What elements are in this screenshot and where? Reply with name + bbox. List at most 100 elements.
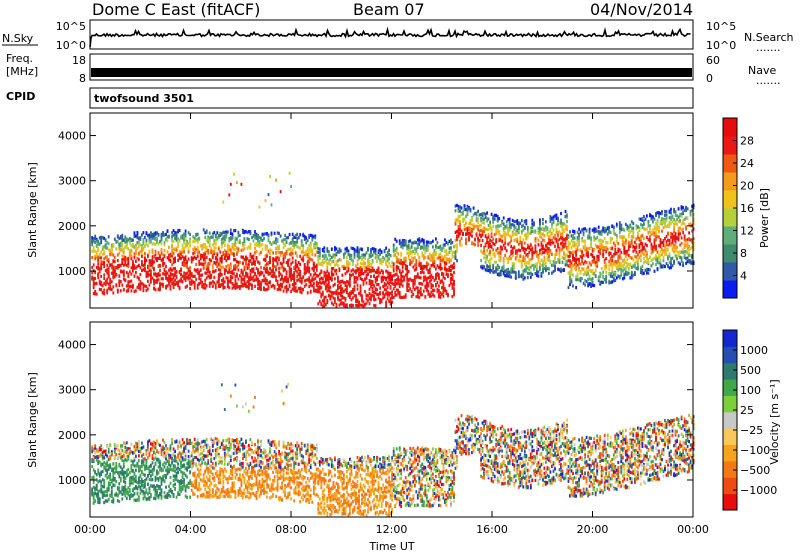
data-cell <box>427 276 430 280</box>
data-cell <box>612 262 615 266</box>
data-cell <box>499 272 502 277</box>
data-cell <box>198 250 201 254</box>
data-cell <box>584 278 586 283</box>
data-cell <box>308 244 311 248</box>
data-cell <box>165 273 167 277</box>
data-cell <box>377 292 380 296</box>
data-cell <box>109 253 112 257</box>
data-cell <box>113 265 116 270</box>
data-cell <box>92 249 95 253</box>
data-cell <box>456 259 458 263</box>
data-cell <box>100 267 103 271</box>
data-cell <box>326 262 329 266</box>
data-cell <box>293 275 296 279</box>
data-cell <box>463 217 466 221</box>
data-cell <box>525 234 528 238</box>
data-cell <box>335 304 338 308</box>
data-cell <box>330 267 333 271</box>
data-cell <box>641 251 644 255</box>
data-cell <box>554 237 556 241</box>
data-cell <box>239 285 241 289</box>
data-cell <box>246 284 249 288</box>
data-cell <box>611 271 614 275</box>
data-cell <box>608 230 611 234</box>
data-cell <box>615 260 618 264</box>
data-cell <box>498 251 501 255</box>
data-cell <box>478 213 481 217</box>
data-cell <box>92 282 95 286</box>
data-cell <box>471 234 473 238</box>
data-cell <box>460 206 463 210</box>
data-cell <box>352 259 354 263</box>
data-cell <box>373 295 375 299</box>
data-cell <box>617 247 620 251</box>
data-cell <box>278 231 280 235</box>
data-cell <box>156 278 158 282</box>
data-cell <box>569 259 571 263</box>
data-cell <box>566 225 568 229</box>
data-cell <box>528 232 531 236</box>
data-cell <box>284 233 286 237</box>
data-cell <box>513 224 516 228</box>
data-cell <box>347 252 350 257</box>
data-cell <box>151 265 154 269</box>
data-cell <box>160 248 163 252</box>
data-cell <box>419 266 422 270</box>
data-cell <box>192 248 195 252</box>
data-cell <box>507 218 510 222</box>
data-cell <box>501 240 504 244</box>
data-cell <box>171 268 173 272</box>
data-cell <box>258 239 261 243</box>
data-cell <box>590 269 592 273</box>
data-cell <box>139 282 142 286</box>
data-cell <box>207 237 210 241</box>
data-cell <box>652 232 654 236</box>
data-cell <box>334 282 336 286</box>
data-cell <box>113 271 116 275</box>
nave-label: Nave <box>748 64 776 77</box>
data-cell <box>415 295 418 299</box>
data-cell <box>643 256 645 261</box>
data-cell <box>233 247 235 251</box>
data-cell <box>156 274 158 278</box>
data-cell <box>418 281 421 285</box>
data-cell <box>106 255 109 259</box>
data-cell <box>171 234 173 239</box>
data-cell <box>285 278 288 282</box>
data-cell <box>160 252 163 256</box>
data-cell <box>263 266 265 270</box>
data-cell <box>433 278 436 282</box>
data-cell <box>496 227 499 231</box>
data-cell <box>315 280 318 284</box>
data-cell <box>334 297 336 301</box>
data-cell <box>554 264 556 268</box>
data-cell <box>647 231 650 235</box>
data-cell <box>147 234 149 238</box>
data-cell <box>314 253 317 257</box>
data-cell <box>175 246 178 250</box>
data-cell <box>300 257 303 261</box>
data-cell <box>118 245 121 249</box>
data-cell <box>98 242 101 246</box>
data-cell <box>548 237 550 241</box>
data-cell <box>647 271 650 275</box>
data-cell <box>184 263 187 267</box>
data-cell <box>201 255 204 259</box>
data-cell <box>498 272 501 276</box>
data-cell <box>609 240 612 244</box>
data-cell <box>107 286 110 290</box>
data-cell <box>621 227 624 231</box>
data-cell <box>294 289 297 293</box>
data-cell <box>327 286 330 290</box>
data-cell <box>576 275 579 279</box>
data-cell <box>490 228 493 232</box>
data-cell <box>361 296 363 301</box>
data-cell <box>567 271 570 275</box>
data-cell <box>311 258 314 262</box>
data-cell <box>352 303 354 308</box>
data-cell <box>229 231 232 235</box>
data-cell <box>401 265 404 269</box>
data-cell <box>171 231 173 235</box>
data-cell <box>104 246 107 250</box>
data-cell <box>529 228 532 232</box>
